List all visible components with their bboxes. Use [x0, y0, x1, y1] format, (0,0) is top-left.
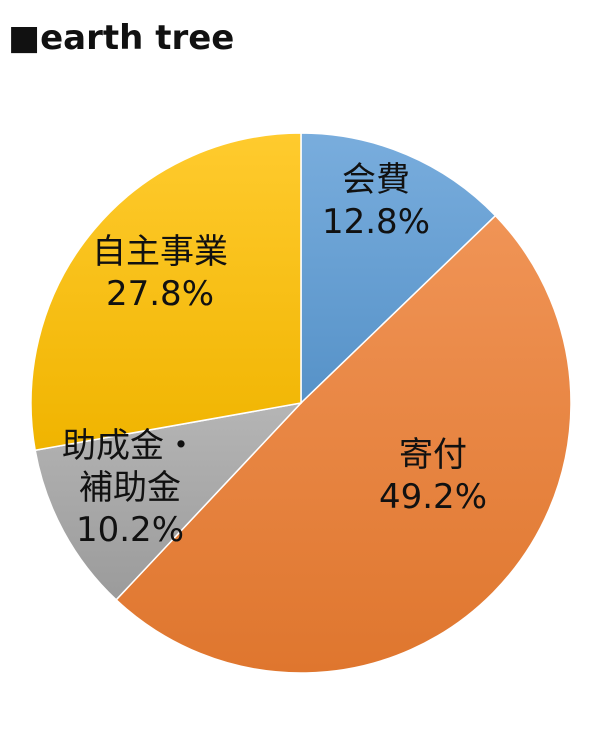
slice-name: 助成金・ — [62, 426, 198, 466]
slice-percent: 12.8% — [322, 202, 430, 242]
chart-title: ■earth tree — [8, 18, 235, 58]
slice-label-3: 助成金・補助金 10.2% — [62, 426, 198, 550]
pie-slice-1 — [300, 132, 497, 405]
slice-percent: 10.2% — [76, 510, 184, 550]
slice-percent: 49.2% — [379, 477, 487, 517]
slice-name: 寄付 — [399, 435, 467, 475]
slice-label-2: 寄付 49.2% — [379, 435, 487, 517]
slice-name: 補助金 — [79, 468, 181, 508]
pie-slice-4 — [30, 132, 302, 452]
slice-name: 自主事業 — [92, 232, 228, 272]
pie-slice-3 — [34, 401, 304, 601]
slice-label-1: 会費 12.8% — [322, 160, 430, 242]
slice-percent: 27.8% — [106, 274, 214, 314]
slice-label-4: 自主事業 27.8% — [92, 232, 228, 314]
pie-slice-2 — [115, 214, 572, 674]
slice-name: 会費 — [342, 160, 410, 200]
